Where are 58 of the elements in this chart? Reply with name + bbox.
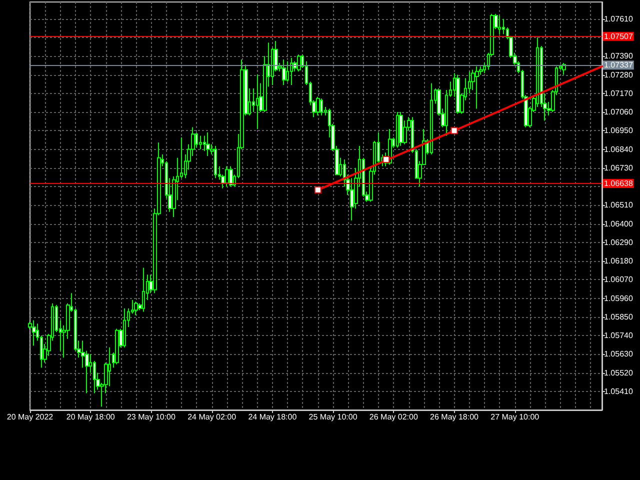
y-tick-label: 1.06950 — [604, 126, 634, 136]
candlestick — [115, 328, 119, 365]
x-tick-label: 23 May 10:00 — [126, 412, 176, 422]
candlestick — [32, 320, 36, 346]
candlestick — [320, 98, 323, 116]
point — [382, 156, 390, 163]
x-tick-label: 20 May 2022 — [6, 412, 54, 422]
candlestick — [456, 74, 460, 114]
candlestick — [297, 54, 301, 72]
y-tick-label: 1.07390 — [604, 52, 634, 61]
x-tick-label: 24 May 02:00 — [188, 412, 237, 422]
x-tick-label: 20 May 18:00 — [66, 412, 116, 422]
y-tick-label: 1.06070 — [604, 275, 634, 284]
candlestick — [502, 18, 505, 35]
candlestick — [290, 57, 293, 86]
y-tick-label: 1.07170 — [604, 88, 634, 98]
y-tick-label: 1.07280 — [604, 70, 634, 80]
candlestick — [142, 267, 145, 312]
candlestick — [225, 166, 229, 188]
y-tick-label: 1.06400 — [604, 219, 634, 228]
y-tick-label: 1.05520 — [604, 368, 634, 378]
candlestick — [475, 66, 479, 110]
y-tick-label: 1.06730 — [604, 163, 634, 172]
y-tick-label: 1.05410 — [604, 386, 634, 396]
candlestick — [399, 112, 403, 146]
ref-line-label: 1.07337 — [604, 60, 634, 70]
x-tick-label: 26 May 02:00 — [369, 412, 418, 422]
ref-line-label: 1.07507 — [604, 32, 634, 41]
y-tick-label: 1.05740 — [604, 331, 634, 340]
point — [314, 186, 322, 194]
candlestick — [206, 132, 210, 157]
y-tick-label: 1.07060 — [604, 108, 634, 117]
x-tick-label: 27 May 10:00 — [490, 412, 540, 422]
candlestick — [134, 301, 138, 316]
point — [450, 127, 458, 134]
candlestick — [498, 15, 501, 35]
candlestick — [282, 59, 286, 86]
y-tick-label: 1.07610 — [604, 14, 634, 24]
candlestick — [256, 74, 259, 130]
candlestick — [199, 135, 202, 150]
candlestick — [214, 145, 217, 179]
x-tick-label: 26 May 18:00 — [430, 412, 480, 422]
candlestick — [316, 96, 320, 116]
y-tick-label: 1.06510 — [604, 200, 634, 210]
ref-line-label: 1.06638 — [604, 178, 634, 188]
y-tick-label: 1.05630 — [604, 350, 634, 359]
x-tick-label: 25 May 10:00 — [308, 412, 358, 422]
y-tick-label: 1.06180 — [604, 256, 634, 266]
y-tick-label: 1.06840 — [604, 144, 634, 154]
candlestick — [396, 112, 399, 148]
x-tick-label: 24 May 18:00 — [248, 412, 298, 422]
candlestick — [430, 82, 433, 155]
y-tick-label: 1.05850 — [604, 312, 634, 322]
y-tick-label: 1.06290 — [604, 238, 634, 247]
candlestick — [229, 166, 233, 188]
candlestick — [286, 60, 289, 82]
y-tick-label: 1.05960 — [604, 294, 634, 303]
candlestick — [123, 308, 126, 348]
